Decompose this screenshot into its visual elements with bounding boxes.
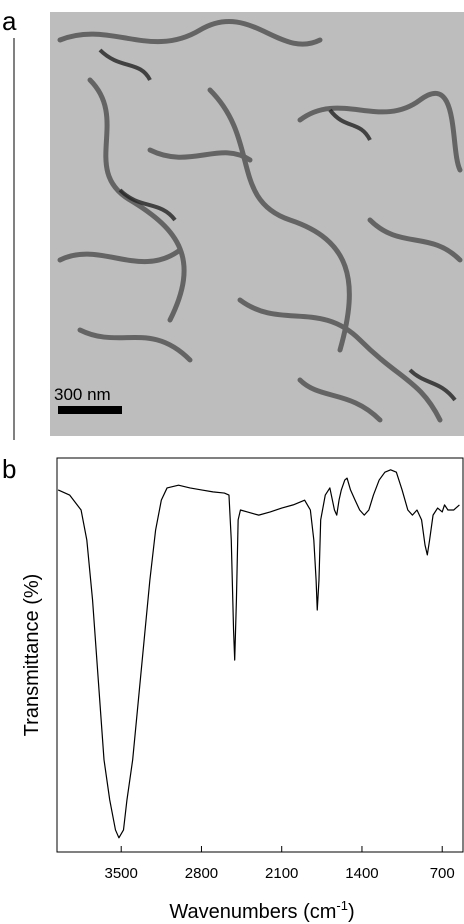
x-axis-label-end: ) [348, 901, 355, 923]
plot-frame [56, 457, 464, 853]
y-axis-label: Transmittance (%) [21, 574, 43, 737]
x-tick-label: 2800 [185, 865, 218, 882]
panel-label: b [2, 454, 16, 484]
x-axis-label: Wavenumbers (cm-1) [169, 898, 354, 923]
scale-bar [58, 406, 122, 414]
scale-bar-label: 300 nm [54, 385, 111, 404]
x-tick-label: 1400 [345, 865, 378, 882]
x-tick-label: 700 [430, 865, 455, 882]
x-tick-label: 2100 [265, 865, 298, 882]
spectrum-line [57, 469, 460, 839]
x-axis-label-sup: -1 [336, 898, 348, 913]
tem-image: 300 nm [50, 12, 464, 436]
panel-label: a [2, 6, 17, 36]
x-axis-label-text: Wavenumbers (cm [169, 901, 336, 923]
x-tick-label: 3500 [105, 865, 138, 882]
